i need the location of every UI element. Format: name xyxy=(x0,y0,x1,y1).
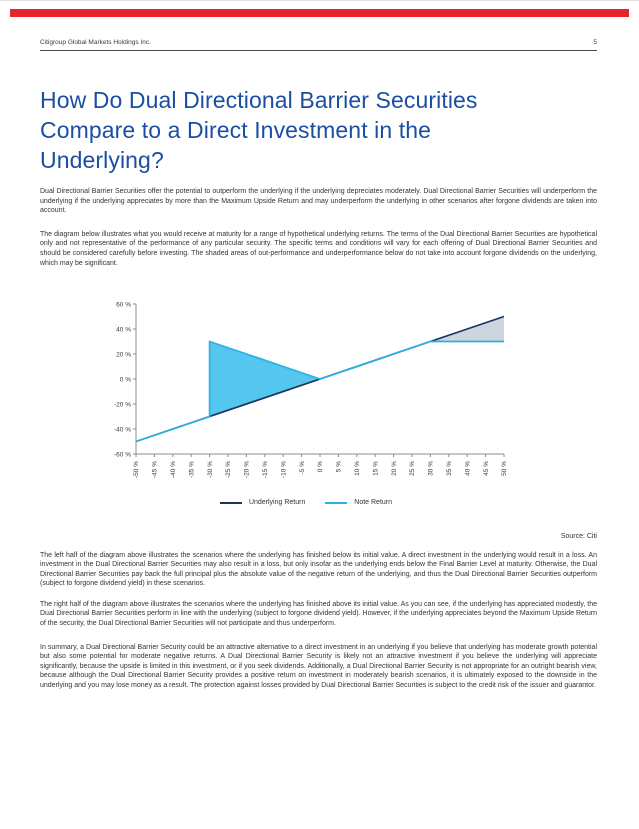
returns-chart: 60 % 40 % 20 % 0 % -20 % -40 % -60 % -50 % -45 %… xyxy=(86,296,546,506)
x-tick-label: 35 % xyxy=(446,461,453,476)
legend-item-underlying-return: Underlying Return xyxy=(219,499,306,507)
x-tick-label: -5 % xyxy=(299,461,306,475)
x-tick-label: 30 % xyxy=(428,461,435,476)
legend-item-note-return: Note Return xyxy=(325,499,392,506)
page-content: Citigroup Global Markets Holdings Inc. 5… xyxy=(0,39,639,691)
y-tick-label: -20 % xyxy=(114,401,131,408)
paragraph-right-half: The right half of the diagram above illu… xyxy=(40,600,597,628)
page-header: Citigroup Global Markets Holdings Inc. 5 xyxy=(40,39,597,46)
header-company-name: Citigroup Global Markets Holdings Inc. xyxy=(40,39,151,46)
x-tick-label: 20 % xyxy=(391,461,398,476)
returns-chart-svg: 60 % 40 % 20 % 0 % -20 % -40 % -60 %-50 % -45 %… xyxy=(114,301,508,478)
x-tick-label: 25 % xyxy=(409,461,416,476)
paragraph-summary: In summary, a Dual Directional Barrier S… xyxy=(40,643,597,690)
x-tick-label: 15 % xyxy=(372,461,379,476)
x-tick-label: 50 % xyxy=(501,461,508,476)
x-tick-label: -10 % xyxy=(280,461,287,478)
x-tick-label: -35 % xyxy=(188,461,195,478)
chart-source-note: Source: Citi xyxy=(560,532,597,540)
y-tick-label: -60 % xyxy=(114,451,131,458)
x-tick-label: 5 % xyxy=(336,461,343,472)
chart-legend: Underlying Return Note Return xyxy=(86,499,526,506)
paragraph-intro-1: Dual Directional Barrier Securities offe… xyxy=(40,188,597,215)
y-tick-label: 20 % xyxy=(116,351,131,358)
y-tick-label: 0 % xyxy=(120,376,131,383)
x-tick-label: 40 % xyxy=(464,461,471,476)
returns-chart-plot: 60 % 40 % 20 % 0 % -20 % -40 % -60 % -50 % -45 %… xyxy=(86,296,546,497)
y-tick-label: 60 % xyxy=(116,301,131,308)
underlying-return-line-swatch xyxy=(219,501,242,504)
paragraph-intro-2: The diagram below illustrates what you w… xyxy=(40,230,597,267)
x-tick-label: -15 % xyxy=(262,461,269,478)
header-rule xyxy=(40,50,597,51)
series-line-1 xyxy=(135,340,504,443)
x-tick-label: -45 % xyxy=(152,461,159,478)
x-tick-label: -30 % xyxy=(207,461,214,478)
x-tick-label: -40 % xyxy=(170,461,177,478)
x-tick-label: -50 % xyxy=(133,461,140,478)
y-tick-label: -40 % xyxy=(114,426,131,433)
brand-bar xyxy=(10,9,629,17)
x-tick-label: -25 % xyxy=(225,461,232,478)
region-outperformance xyxy=(209,341,320,417)
x-tick-label: 0 % xyxy=(317,461,324,472)
x-tick-label: 45 % xyxy=(483,461,490,476)
paragraph-left-half: The left half of the diagram above illus… xyxy=(40,551,597,588)
page-number: 5 xyxy=(593,39,597,46)
legend-label-underlying-return: Underlying Return xyxy=(248,499,306,507)
y-tick-label: 40 % xyxy=(116,326,131,333)
legend-label-note-return: Note Return xyxy=(354,499,393,507)
page-title: How Do Dual Directional Barrier Securiti… xyxy=(40,87,478,173)
x-tick-label: 10 % xyxy=(354,461,361,476)
x-tick-label: -20 % xyxy=(244,461,251,478)
note-return-line-swatch xyxy=(325,501,348,504)
